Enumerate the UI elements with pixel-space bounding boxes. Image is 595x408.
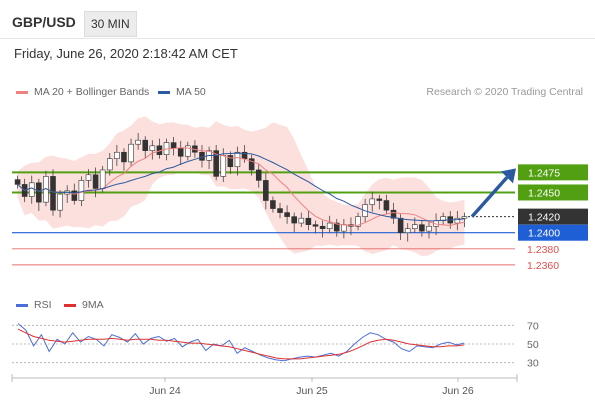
candle-body	[412, 224, 418, 229]
candle-body	[461, 216, 468, 219]
ma50-swatch	[158, 90, 170, 94]
candle-body	[376, 198, 383, 201]
candle-body	[92, 174, 99, 189]
candle-body	[298, 217, 305, 224]
candle-body	[404, 228, 411, 234]
projection-arrow	[470, 176, 509, 218]
x-tick-label: Jun 25	[296, 385, 328, 397]
candle-body	[220, 155, 227, 177]
rsi-swatch	[16, 303, 28, 307]
candle-body	[142, 139, 149, 151]
candle-body	[106, 158, 113, 171]
level-tag-1.2400	[518, 224, 588, 241]
candle-body	[426, 225, 432, 232]
candle-body	[50, 176, 56, 211]
ma9-swatch	[64, 303, 76, 307]
candle-body	[128, 143, 134, 163]
candle-body	[234, 151, 241, 168]
candle-body	[277, 208, 283, 213]
candle-body	[170, 142, 177, 149]
level-tag-1.2475	[518, 164, 588, 181]
candle-body	[99, 169, 106, 189]
level-text-1.2360: 1.2360	[527, 260, 559, 272]
rsi-line	[17, 323, 465, 362]
credit-text: Research © 2020 Trading Central	[426, 86, 583, 98]
title-bar: GBP/USD 30 MIN	[0, 0, 595, 39]
x-tick-label: Jun 24	[149, 385, 181, 397]
ma20-swatch	[16, 90, 28, 94]
candle-body	[355, 216, 361, 227]
candle-body	[312, 224, 319, 227]
ma50-line	[17, 152, 465, 222]
candle-body	[114, 151, 120, 159]
candle-body	[255, 169, 262, 181]
timeframe-button[interactable]: 30 MIN	[84, 11, 137, 37]
projection-arrowhead	[501, 168, 516, 184]
level-text-1.2475: 1.2475	[528, 167, 560, 179]
rsi-level-label-50: 50	[527, 339, 539, 351]
candle-body	[397, 217, 404, 234]
level-tag-1.2450	[518, 184, 588, 201]
candle-body	[326, 222, 333, 229]
candle-body	[213, 150, 219, 177]
candle-body	[85, 174, 92, 181]
chart-datetime: Friday, June 26, 2020 2:18:42 AM CET	[14, 46, 238, 61]
level-text-1.2420: 1.2420	[528, 212, 560, 224]
rsi-level-label-30: 30	[527, 358, 539, 370]
x-tick-label: Jun 26	[442, 385, 474, 397]
candle-body	[78, 180, 85, 201]
candle-body	[383, 200, 390, 211]
candle-body	[319, 225, 326, 229]
candle-body	[36, 182, 42, 203]
candle-body	[227, 155, 234, 168]
candle-body	[390, 209, 397, 219]
rsi-level-label-70: 70	[527, 320, 539, 332]
candle-body	[14, 179, 21, 185]
candle-body	[270, 200, 276, 209]
candle-body	[369, 198, 376, 205]
candle-body	[185, 145, 191, 157]
level-text-1.2380: 1.2380	[527, 244, 559, 256]
candle-body	[71, 190, 78, 201]
legend-rsi-label: RSI	[34, 299, 52, 311]
candle-body	[248, 158, 255, 171]
rsi-ma9-line	[17, 328, 465, 360]
candle-body	[57, 193, 63, 211]
candle-body	[419, 224, 425, 232]
level-text-1.2400: 1.2400	[528, 228, 560, 240]
candle-body	[121, 151, 127, 163]
legend-ma50: MA 50	[158, 86, 206, 98]
candle-body	[341, 224, 347, 232]
symbol-label: GBP/USD	[12, 14, 76, 30]
legend-ma50-label: MA 50	[176, 86, 206, 98]
candle-body	[284, 212, 290, 217]
candle-body	[149, 145, 156, 151]
candle-body	[135, 139, 141, 145]
level-tag-1.2420	[518, 208, 588, 225]
legend-ma20: MA 20 + Bollinger Bands	[16, 86, 149, 98]
legend-ma20-label: MA 20 + Bollinger Bands	[34, 86, 150, 98]
level-text-1.2450: 1.2450	[528, 187, 560, 199]
candle-body	[305, 217, 312, 225]
legend-9ma-label: 9MA	[82, 299, 104, 311]
legend-9ma: 9MA	[64, 299, 104, 311]
candle-body	[454, 217, 461, 224]
bollinger-band	[17, 116, 465, 257]
candle-body	[28, 182, 35, 197]
candle-body	[333, 222, 340, 232]
candle-body	[291, 216, 297, 224]
candle-body	[177, 147, 184, 157]
legend-rsi: RSI	[16, 299, 52, 311]
candle-body	[263, 180, 269, 201]
